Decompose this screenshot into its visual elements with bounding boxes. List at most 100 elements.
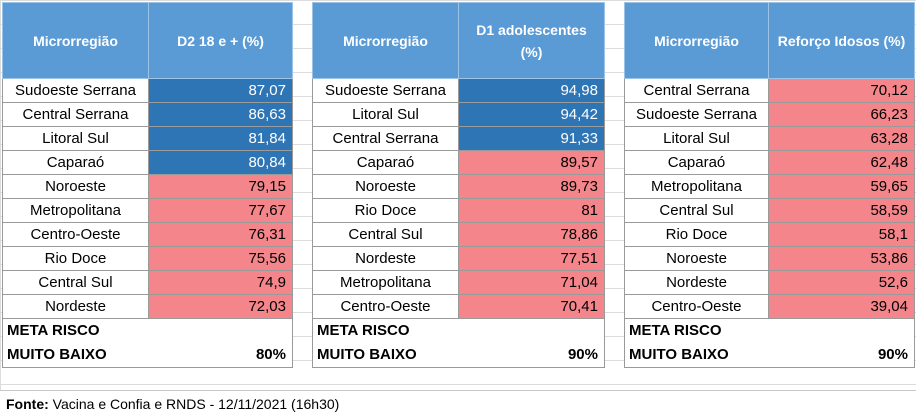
table-row: Litoral Sul 81,84 bbox=[2, 126, 293, 151]
table-row: Rio Doce 58,1 bbox=[624, 222, 915, 247]
table-header-row: Microrregião D1 adolescentes (%) bbox=[312, 2, 605, 79]
value-cell: 91,33 bbox=[458, 126, 605, 151]
table-row: Central Sul 78,86 bbox=[312, 222, 605, 247]
value-cell: 75,56 bbox=[148, 246, 293, 271]
table-row: Caparaó 89,57 bbox=[312, 150, 605, 175]
table-row: Noroeste 79,15 bbox=[2, 174, 293, 199]
value-cell: 59,65 bbox=[768, 174, 915, 199]
meta-value: 80% bbox=[148, 318, 293, 368]
region-cell: Metropolitana bbox=[624, 174, 769, 199]
region-cell: Litoral Sul bbox=[312, 102, 459, 127]
value-cell: 80,84 bbox=[148, 150, 293, 175]
value-cell: 81,84 bbox=[148, 126, 293, 151]
value-cell: 77,67 bbox=[148, 198, 293, 223]
table-row: Litoral Sul 63,28 bbox=[624, 126, 915, 151]
region-cell: Central Serrana bbox=[2, 102, 149, 127]
region-cell: Metropolitana bbox=[312, 270, 459, 295]
region-cell: Centro-Oeste bbox=[312, 294, 459, 319]
table-row: Sudoeste Serrana 87,07 bbox=[2, 78, 293, 103]
table-row: Nordeste 77,51 bbox=[312, 246, 605, 271]
table-booster-elderly: Microrregião Reforço Idosos (%) Central … bbox=[624, 2, 915, 368]
region-cell: Caparaó bbox=[624, 150, 769, 175]
region-cell: Nordeste bbox=[312, 246, 459, 271]
value-cell: 74,9 bbox=[148, 270, 293, 295]
region-cell: Sudoeste Serrana bbox=[624, 102, 769, 127]
region-cell: Rio Doce bbox=[312, 198, 459, 223]
region-cell: Caparaó bbox=[312, 150, 459, 175]
region-cell: Caparaó bbox=[2, 150, 149, 175]
region-cell: Noroeste bbox=[624, 246, 769, 271]
value-cell: 81 bbox=[458, 198, 605, 223]
value-cell: 78,86 bbox=[458, 222, 605, 247]
value-cell: 66,23 bbox=[768, 102, 915, 127]
meta-value: 90% bbox=[768, 318, 915, 368]
table-row: Central Serrana 86,63 bbox=[2, 102, 293, 127]
region-cell: Central Sul bbox=[624, 198, 769, 223]
table-row: Noroeste 53,86 bbox=[624, 246, 915, 271]
table-header-row: Microrregião D2 18 e + (%) bbox=[2, 2, 293, 79]
header-value: Reforço Idosos (%) bbox=[768, 2, 915, 79]
region-cell: Metropolitana bbox=[2, 198, 149, 223]
source-label: Fonte: bbox=[6, 396, 49, 412]
meta-value: 90% bbox=[458, 318, 605, 368]
region-cell: Litoral Sul bbox=[624, 126, 769, 151]
header-region: Microrregião bbox=[624, 2, 769, 79]
table-row: Central Serrana 91,33 bbox=[312, 126, 605, 151]
table-header-row: Microrregião Reforço Idosos (%) bbox=[624, 2, 915, 79]
table-row: Central Serrana 70,12 bbox=[624, 78, 915, 103]
table-row: Metropolitana 77,67 bbox=[2, 198, 293, 223]
table-row: Nordeste 72,03 bbox=[2, 294, 293, 319]
meta-row: META RISCO MUITO BAIXO 90% bbox=[312, 318, 605, 368]
table-row: Rio Doce 75,56 bbox=[2, 246, 293, 271]
value-cell: 63,28 bbox=[768, 126, 915, 151]
header-value: D1 adolescentes (%) bbox=[458, 2, 605, 79]
region-cell: Sudoeste Serrana bbox=[2, 78, 149, 103]
table-row: Caparaó 62,48 bbox=[624, 150, 915, 175]
table-row: Rio Doce 81 bbox=[312, 198, 605, 223]
region-cell: Central Serrana bbox=[624, 78, 769, 103]
region-cell: Rio Doce bbox=[2, 246, 149, 271]
meta-row: META RISCO MUITO BAIXO 90% bbox=[624, 318, 915, 368]
region-cell: Rio Doce bbox=[624, 222, 769, 247]
table-row: Central Sul 58,59 bbox=[624, 198, 915, 223]
value-cell: 89,73 bbox=[458, 174, 605, 199]
header-region: Microrregião bbox=[2, 2, 149, 79]
meta-label: META RISCO MUITO BAIXO bbox=[624, 318, 769, 368]
region-cell: Noroeste bbox=[2, 174, 149, 199]
header-value: D2 18 e + (%) bbox=[148, 2, 293, 79]
value-cell: 79,15 bbox=[148, 174, 293, 199]
value-cell: 71,04 bbox=[458, 270, 605, 295]
header-region: Microrregião bbox=[312, 2, 459, 79]
value-cell: 70,12 bbox=[768, 78, 915, 103]
value-cell: 52,6 bbox=[768, 270, 915, 295]
source-footer: Fonte: Vacina e Confia e RNDS - 12/11/20… bbox=[0, 390, 916, 417]
table-row: Metropolitana 71,04 bbox=[312, 270, 605, 295]
region-cell: Noroeste bbox=[312, 174, 459, 199]
value-cell: 77,51 bbox=[458, 246, 605, 271]
table-d2-adults: Microrregião D2 18 e + (%) Sudoeste Serr… bbox=[2, 2, 293, 368]
table-row: Centro-Oeste 39,04 bbox=[624, 294, 915, 319]
table-row: Centro-Oeste 70,41 bbox=[312, 294, 605, 319]
region-cell: Litoral Sul bbox=[2, 126, 149, 151]
value-cell: 70,41 bbox=[458, 294, 605, 319]
region-cell: Sudoeste Serrana bbox=[312, 78, 459, 103]
value-cell: 76,31 bbox=[148, 222, 293, 247]
meta-label: META RISCO MUITO BAIXO bbox=[2, 318, 149, 368]
region-cell: Central Serrana bbox=[312, 126, 459, 151]
source-text: Vacina e Confia e RNDS - 12/11/2021 (16h… bbox=[52, 396, 340, 412]
table-row: Central Sul 74,9 bbox=[2, 270, 293, 295]
table-row: Noroeste 89,73 bbox=[312, 174, 605, 199]
table-row: Metropolitana 59,65 bbox=[624, 174, 915, 199]
value-cell: 58,59 bbox=[768, 198, 915, 223]
value-cell: 72,03 bbox=[148, 294, 293, 319]
table-row: Caparaó 80,84 bbox=[2, 150, 293, 175]
region-cell: Central Sul bbox=[2, 270, 149, 295]
table-row: Sudoeste Serrana 94,98 bbox=[312, 78, 605, 103]
region-cell: Centro-Oeste bbox=[2, 222, 149, 247]
region-cell: Nordeste bbox=[2, 294, 149, 319]
region-cell: Nordeste bbox=[624, 270, 769, 295]
value-cell: 94,42 bbox=[458, 102, 605, 127]
table-row: Nordeste 52,6 bbox=[624, 270, 915, 295]
value-cell: 86,63 bbox=[148, 102, 293, 127]
table-d1-adolescents: Microrregião D1 adolescentes (%) Sudoest… bbox=[312, 2, 605, 368]
